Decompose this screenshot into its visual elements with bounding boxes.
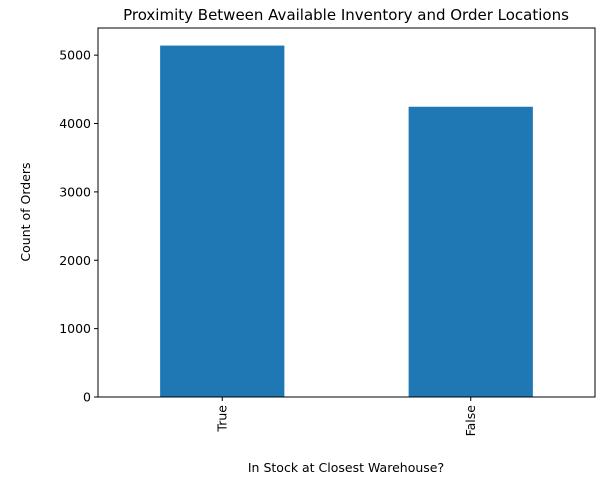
y-tick-label: 5000 [59,48,91,63]
x-axis: True False [214,397,478,436]
y-axis-label: Count of Orders [18,162,33,261]
x-tick-label: True [214,405,229,433]
y-tick-label: 4000 [59,116,91,131]
bar-true [160,45,285,397]
y-tick-label: 2000 [59,253,91,268]
x-tick-label: False [463,405,478,437]
y-tick-label: 1000 [59,321,91,336]
y-tick-label: 3000 [59,184,91,199]
plot-frame [97,27,596,398]
y-tick-label: 0 [83,390,91,405]
x-axis-label: In Stock at Closest Warehouse? [248,460,444,475]
y-axis: 0 1000 2000 3000 4000 5000 [59,48,98,405]
bar-false [408,106,533,397]
chart-title: Proximity Between Available Inventory an… [123,6,569,24]
plot-area [160,45,533,397]
